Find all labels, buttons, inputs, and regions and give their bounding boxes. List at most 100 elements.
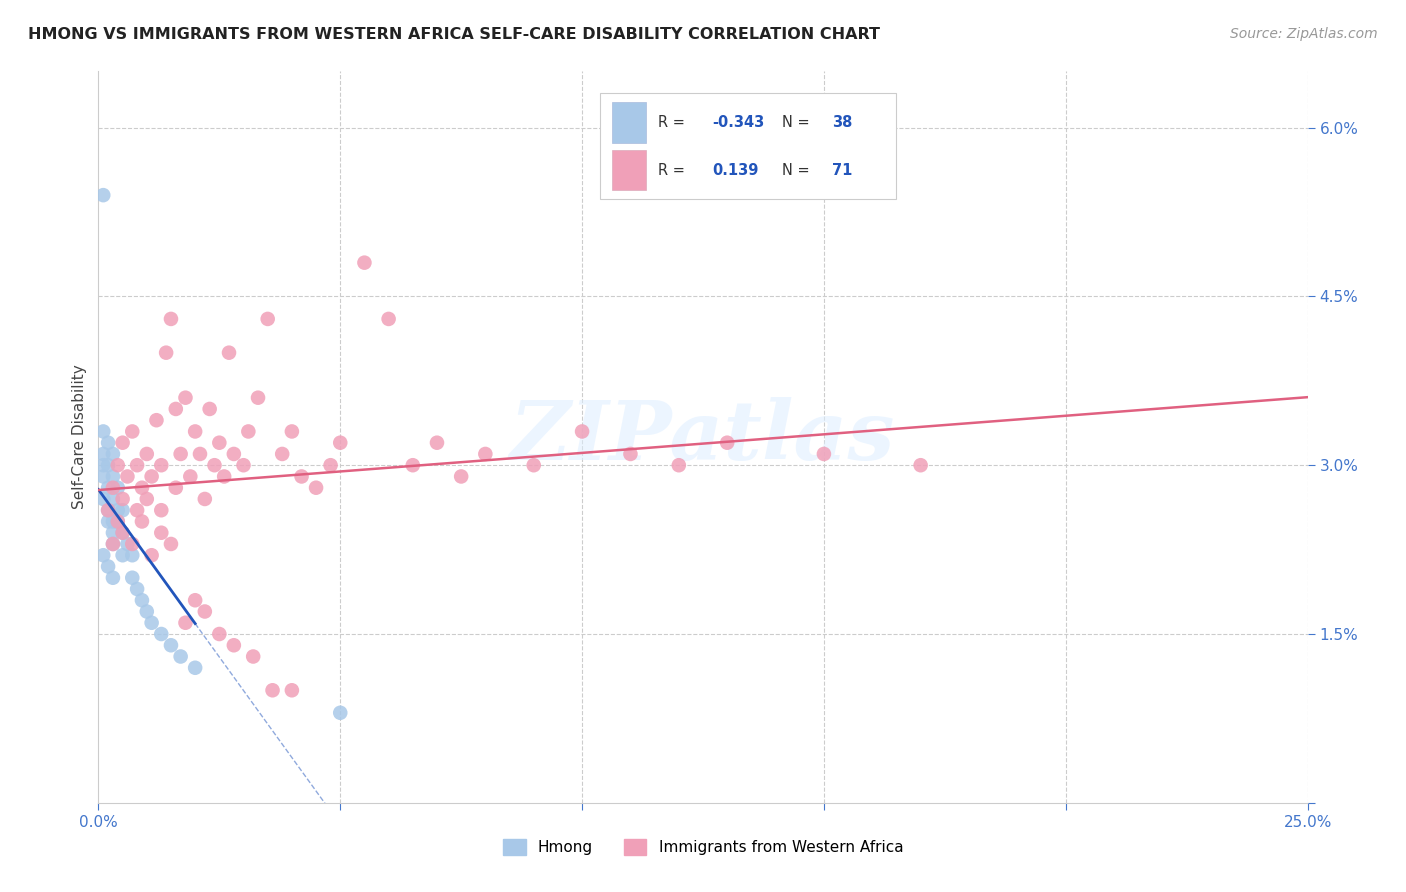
Point [131,593,153,607]
Point [97,559,120,574]
Point [101,515,124,529]
Point [135,491,157,506]
Point [91,548,114,562]
Point [91,469,114,483]
Point [329,435,352,450]
Point [91,188,114,202]
Text: R =: R = [658,162,695,178]
Point [141,469,163,483]
Point [402,458,425,473]
Point [91,425,114,439]
Point [141,548,163,562]
Point [450,469,472,483]
Point [91,458,114,473]
Point [329,706,352,720]
Point [523,458,546,473]
Point [111,525,134,540]
FancyBboxPatch shape [613,150,647,190]
Point [117,537,139,551]
Point [184,661,207,675]
Point [111,525,134,540]
Point [111,503,134,517]
Point [184,425,207,439]
Point [222,638,245,652]
Point [281,425,304,439]
Point [160,312,183,326]
Point [160,638,183,652]
Point [127,503,149,517]
Point [198,401,221,416]
Point [353,255,375,269]
Point [188,447,211,461]
Point [121,425,143,439]
Point [426,435,449,450]
Point [127,458,149,473]
Point [242,649,264,664]
Text: HMONG VS IMMIGRANTS FROM WESTERN AFRICA SELF-CARE DISABILITY CORRELATION CHART: HMONG VS IMMIGRANTS FROM WESTERN AFRICA … [28,27,880,42]
Text: 0.139: 0.139 [713,162,759,178]
Point [131,481,153,495]
Text: R =: R = [658,115,690,130]
Point [813,447,835,461]
Point [97,481,120,495]
Point [222,447,245,461]
Point [111,548,134,562]
Text: Source: ZipAtlas.com: Source: ZipAtlas.com [1230,27,1378,41]
Point [232,458,254,473]
Point [262,683,284,698]
Point [101,571,124,585]
Point [111,435,134,450]
Point [319,458,342,473]
Point [174,615,197,630]
Point [107,515,129,529]
Text: N =: N = [782,162,814,178]
Point [107,458,129,473]
Point [155,345,177,359]
Point [194,491,217,506]
Legend: Hmong, Immigrants from Western Africa: Hmong, Immigrants from Western Africa [496,833,910,861]
Point [141,615,163,630]
Point [101,469,124,483]
Point [165,481,187,495]
Point [91,491,114,506]
Point [121,537,143,551]
Text: ZIPatlas: ZIPatlas [510,397,896,477]
Point [377,312,399,326]
Point [204,458,226,473]
Point [97,503,120,517]
Point [271,447,294,461]
Text: -0.343: -0.343 [713,115,765,130]
Point [97,458,120,473]
Y-axis label: Self-Care Disability: Self-Care Disability [72,365,87,509]
Point [121,548,143,562]
Point [619,447,641,461]
Point [179,469,201,483]
Point [101,537,124,551]
Point [107,515,129,529]
Point [135,447,157,461]
FancyBboxPatch shape [613,103,647,143]
Point [184,593,207,607]
Point [474,447,496,461]
Point [165,401,187,416]
Point [107,503,129,517]
Point [716,435,738,450]
Point [127,582,149,596]
Point [131,515,153,529]
Point [107,481,129,495]
Point [212,469,235,483]
Point [169,649,191,664]
Point [97,515,120,529]
Point [117,469,139,483]
Point [101,481,124,495]
Point [169,447,191,461]
Text: N =: N = [782,115,814,130]
Point [174,391,197,405]
Point [101,525,124,540]
Point [571,425,593,439]
Point [910,458,932,473]
Point [160,537,183,551]
Point [91,447,114,461]
Point [101,447,124,461]
Point [150,525,173,540]
